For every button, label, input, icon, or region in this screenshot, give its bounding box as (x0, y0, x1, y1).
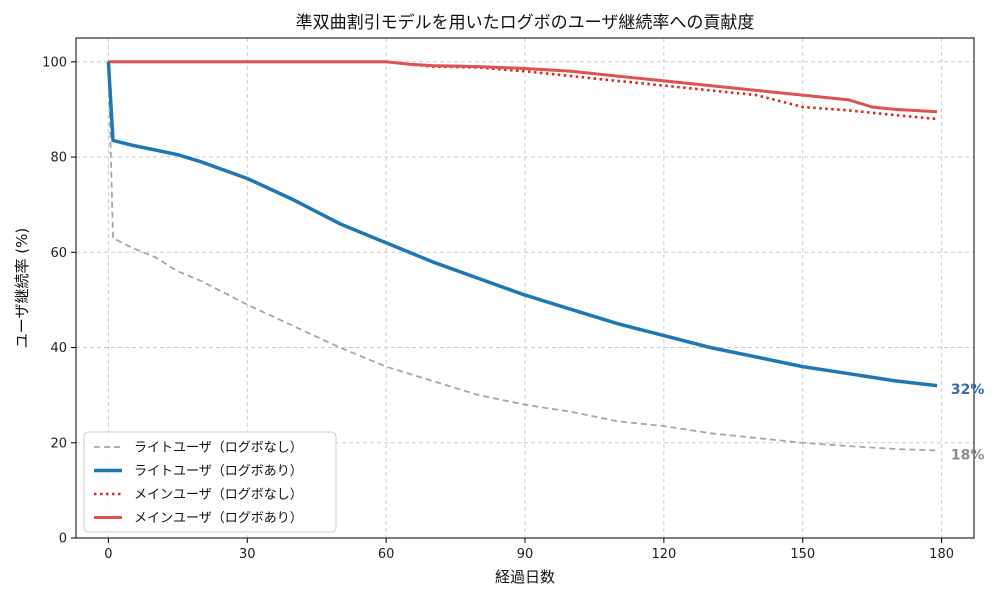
y-tick-label: 40 (50, 341, 67, 356)
legend-label: メインユーザ（ログボなし） (134, 488, 303, 503)
end-label: 32% (951, 382, 985, 398)
x-axis-title: 経過日数 (495, 568, 555, 586)
series-line-3 (108, 60, 938, 121)
x-tick-label: 0 (104, 547, 112, 562)
y-tick-label: 100 (42, 55, 67, 70)
legend-label: ライトユーザ（ログボなし） (134, 441, 303, 456)
series-layer (106, 60, 938, 452)
legend-box (83, 431, 337, 533)
legend: ライトユーザ（ログボなし） ライトユーザ（ログボあり） メインユーザ（ログボなし） メ… (83, 431, 337, 533)
y-tick-label: 80 (50, 151, 67, 166)
y-tick-label: 0 (59, 532, 67, 547)
x-tick-label: 30 (239, 547, 256, 562)
end-labels: 32% 18% (951, 382, 985, 463)
ticks: 0 30 60 90 120 150 180 0 20 40 60 80 100 (42, 55, 954, 562)
legend-label: ライトユーザ（ログボあり） (134, 464, 303, 479)
series-line-4 (108, 60, 938, 114)
y-tick-label: 60 (50, 246, 67, 261)
series-line-1 (107, 61, 938, 452)
x-tick-label: 90 (517, 547, 534, 562)
legend-label: メインユーザ（ログボあり） (134, 511, 303, 526)
x-tick-label: 180 (929, 547, 954, 562)
chart-title: 準双曲割引モデルを用いたログボのユーザ継続率への貢献度 (296, 12, 755, 33)
end-label: 18% (951, 447, 985, 463)
y-axis-title: ユーザ継続率 (%) (13, 228, 31, 348)
x-tick-label: 150 (790, 547, 815, 562)
x-tick-label: 120 (651, 547, 676, 562)
x-tick-label: 60 (378, 547, 395, 562)
y-tick-label: 20 (50, 436, 67, 451)
series-line-2 (106, 61, 938, 388)
